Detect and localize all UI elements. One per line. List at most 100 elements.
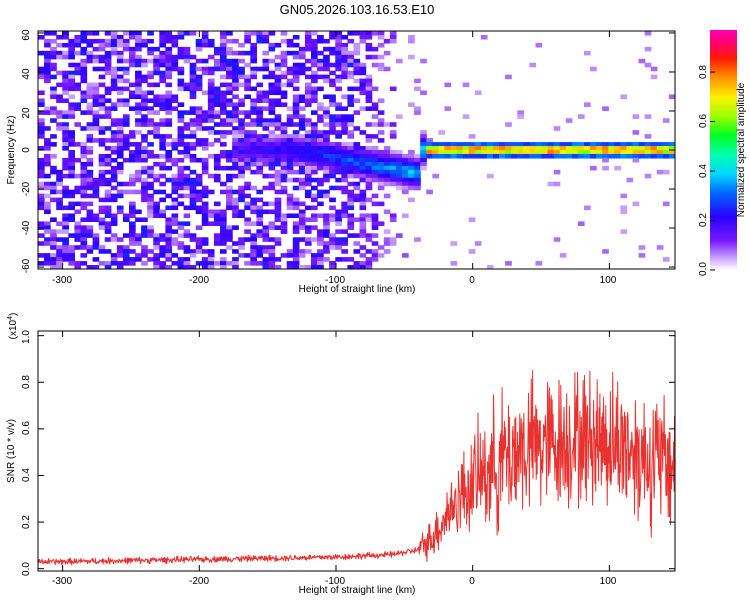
spectrogram-cell [44, 161, 51, 167]
spectrogram-cell [171, 58, 179, 64]
spectrogram-cell [250, 169, 257, 175]
spectrogram-cell [153, 237, 160, 242]
spectrogram-cell [292, 134, 300, 139]
spectrogram-cell [329, 165, 336, 171]
spectrogram-cell [244, 253, 251, 258]
snr-ticks [38, 331, 675, 571]
spectrogram-cell [341, 241, 348, 246]
spectrogram-cell [268, 70, 276, 76]
spectrogram-cell [347, 94, 355, 100]
spectrogram-cell [195, 249, 203, 254]
spectrogram-cell [147, 38, 154, 44]
spectrogram-cell [183, 229, 191, 234]
spectrogram-cell [44, 50, 51, 56]
spectrogram-cell [408, 181, 415, 187]
spectrogram-cell [323, 78, 330, 84]
spectrogram-cell [468, 134, 476, 139]
spectrogram-cell [298, 165, 306, 171]
spectrogram-cell [298, 157, 306, 163]
spectrogram-cell [408, 177, 415, 183]
spectrogram-cell [311, 31, 318, 36]
spectrogram-cell [347, 161, 355, 167]
spectrogram-cell [220, 90, 227, 96]
spectrogram-cell [244, 31, 251, 36]
spectrogram-cell [159, 78, 166, 84]
spectrogram-cell [74, 66, 82, 72]
spectrogram-cell [165, 31, 173, 36]
spectrogram-cell [92, 213, 100, 219]
spectrogram-cell [165, 205, 173, 211]
spectrogram-cell [159, 165, 166, 171]
spectrogram-cell [304, 118, 312, 123]
spectrogram-cell [68, 86, 75, 92]
spectrogram-cell [44, 153, 51, 159]
spectrogram-cell [110, 150, 118, 155]
spectrogram-cell [323, 173, 330, 179]
spectrogram-cell [359, 261, 367, 266]
spectrogram-cell [56, 189, 63, 195]
spectrogram-cell [232, 102, 239, 107]
spectrogram-cell [74, 70, 82, 76]
spectrogram-cell [590, 153, 597, 159]
spectrogram-cell [232, 197, 239, 203]
spectrogram-cell [584, 142, 591, 147]
spectrogram-cell [62, 217, 69, 222]
spectrogram-cell [547, 150, 555, 155]
spectrogram-cell [153, 201, 160, 207]
spectrogram-cell [195, 189, 203, 195]
spectrogram-cell [189, 157, 197, 163]
spectrogram-cell [220, 58, 227, 64]
spectrogram-cell [298, 66, 306, 72]
spectrogram-cell [311, 130, 318, 135]
spectrogram-cell [414, 173, 421, 179]
spectrogram-cell [195, 138, 203, 143]
spectrogram-cell [304, 189, 312, 195]
spectrogram-cell [159, 146, 166, 151]
spectrogram-cell [220, 94, 227, 100]
spectrogram-cell [280, 217, 288, 222]
spectrogram-cell [335, 66, 342, 72]
spectrogram-cell [408, 102, 415, 107]
spectrogram-cell [468, 153, 476, 159]
spectrogram-cell [480, 153, 488, 159]
spectrogram-cell [38, 66, 45, 72]
spectrogram-cell [359, 265, 367, 269]
spectrogram-cell [44, 261, 51, 266]
spectrogram-cell [262, 173, 270, 179]
spectrogram-cell [129, 221, 136, 226]
spectrogram-cell [116, 249, 124, 254]
spectrogram-cell [311, 253, 318, 258]
spectrogram-cell [371, 146, 379, 151]
spectrogram-cell [207, 110, 215, 115]
spectrogram-cell [177, 177, 185, 183]
spectrogram-cell [499, 153, 506, 159]
snr-xtick: 0 [469, 576, 475, 587]
spectrogram-cell [341, 42, 348, 48]
spectrogram-cell [159, 249, 166, 254]
spectrogram-cell [365, 74, 373, 80]
spectrogram-cell [286, 201, 294, 207]
spectrogram-cell [523, 150, 530, 155]
spectrogram-cell [244, 130, 251, 135]
spectrogram-cell [141, 98, 148, 103]
spectrogram-cell [553, 126, 561, 131]
spectrogram-cell [280, 90, 288, 96]
spectrogram-cell [129, 233, 136, 238]
spectrogram-cell [220, 98, 227, 103]
spectrogram-cell [62, 34, 69, 40]
spectrogram-cell [395, 161, 403, 167]
spectrogram-cell [365, 185, 373, 191]
spectrogram-cell [638, 253, 646, 258]
spectrogram-cell [110, 70, 118, 76]
spectrogram-cell [80, 90, 88, 96]
spectrogram-cell [122, 157, 130, 163]
spectrogram-cell [238, 157, 245, 163]
spectrogram-cell [116, 86, 124, 92]
spectrogram-cell [304, 150, 312, 155]
spectrogram-cell [371, 177, 379, 183]
spectrogram-cell [189, 153, 197, 159]
spectrogram-cell [80, 185, 88, 191]
spectrogram-cell [584, 50, 591, 56]
spectrogram-cell [129, 241, 136, 246]
spectrogram-cell [286, 261, 294, 266]
